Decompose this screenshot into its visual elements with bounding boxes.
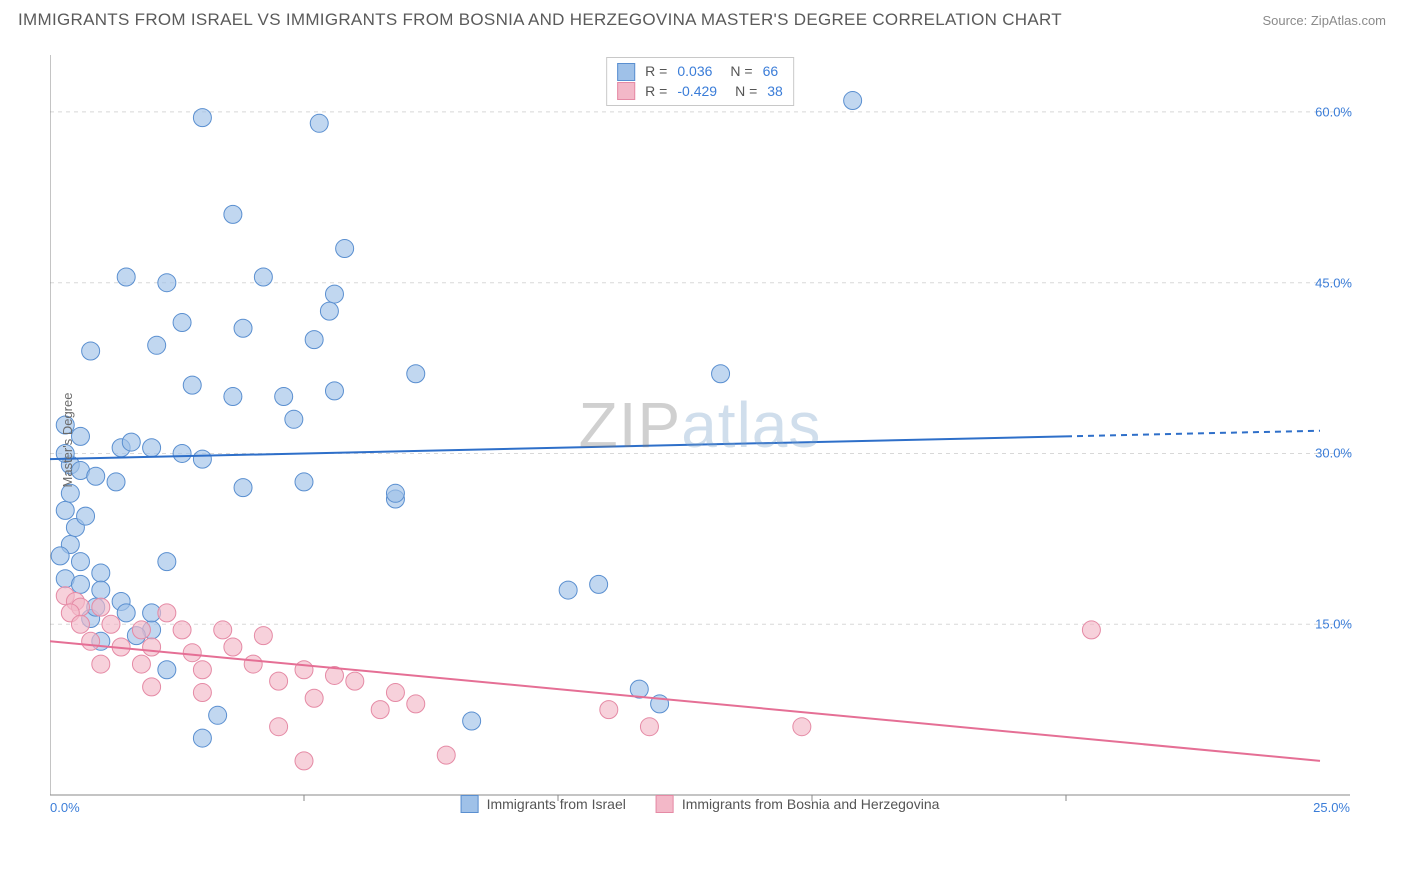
n-label: N = [735,82,757,102]
y-tick-label: 30.0% [1315,446,1352,461]
n-value: 66 [763,62,779,82]
legend-item: Immigrants from Israel [461,795,626,813]
y-axis-title: Master's Degree [60,393,75,488]
chart-area: Master's Degree ZIPatlas R = 0.036 N = 6… [50,55,1350,825]
n-value: 38 [767,82,783,102]
y-tick-label: 45.0% [1315,275,1352,290]
r-label: R = [645,82,667,102]
stats-row: R = -0.429 N = 38 [617,82,783,102]
r-value: 0.036 [677,62,712,82]
stats-legend: R = 0.036 N = 66 R = -0.429 N = 38 [606,57,794,106]
bottom-legend: Immigrants from Israel Immigrants from B… [461,795,940,813]
chart-title: IMMIGRANTS FROM ISRAEL VS IMMIGRANTS FRO… [18,10,1062,30]
r-label: R = [645,62,667,82]
swatch-icon [617,82,635,100]
legend-label: Immigrants from Bosnia and Herzegovina [682,796,940,812]
swatch-icon [656,795,674,813]
x-axis-end: 25.0% [1313,800,1350,815]
swatch-icon [617,63,635,81]
scatter-plot [50,55,1350,825]
stats-row: R = 0.036 N = 66 [617,62,783,82]
n-label: N = [730,62,752,82]
y-tick-label: 15.0% [1315,617,1352,632]
chart-source: Source: ZipAtlas.com [1262,13,1386,28]
chart-header: IMMIGRANTS FROM ISRAEL VS IMMIGRANTS FRO… [0,0,1406,36]
legend-item: Immigrants from Bosnia and Herzegovina [656,795,940,813]
legend-label: Immigrants from Israel [487,796,626,812]
swatch-icon [461,795,479,813]
y-tick-label: 60.0% [1315,104,1352,119]
r-value: -0.429 [677,82,717,102]
x-axis-origin: 0.0% [50,800,80,815]
